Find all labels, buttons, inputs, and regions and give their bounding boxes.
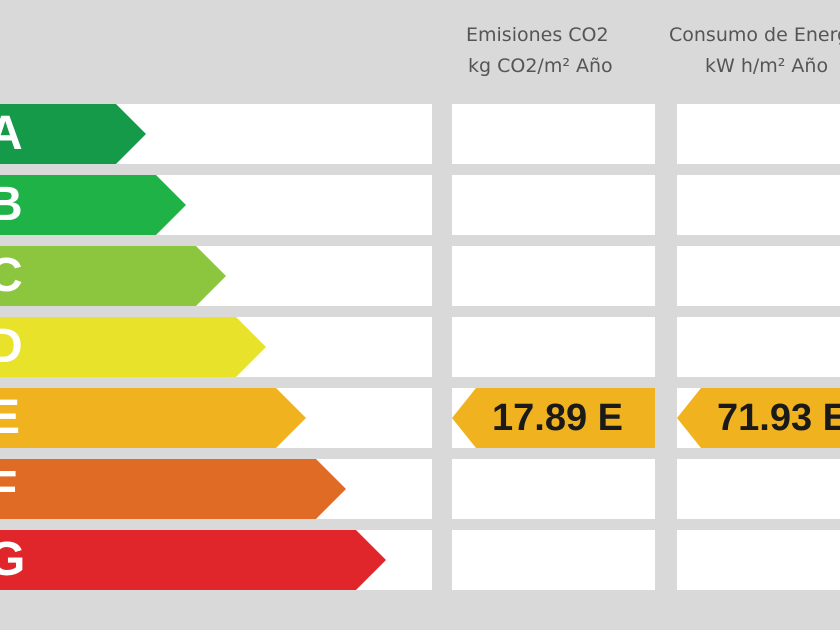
cell-b-1 [452, 175, 655, 235]
cell-a-1 [452, 104, 655, 164]
class-letter-g: G [0, 533, 26, 586]
class-bar-f: F [0, 459, 346, 519]
cell-a-2 [677, 104, 840, 164]
consumption-unit: kW h/m² Año [705, 55, 829, 77]
consumption-rating-arrow: 71.93 E [677, 388, 840, 448]
class-bar-g: G [0, 530, 386, 590]
class-bar-e: E [0, 388, 306, 448]
class-letter-d: D [0, 320, 23, 373]
emissions-unit: kg CO2/m² Año [468, 55, 613, 77]
class-letter-f: F [0, 462, 18, 515]
consumption-rating-value: 71.93 E [717, 397, 840, 439]
emissions-rating-value: 17.89 E [492, 397, 623, 439]
class-letter-b: B [0, 178, 23, 231]
cell-d-2 [677, 317, 840, 377]
cell-b-2 [677, 175, 840, 235]
emissions-rating-arrow: 17.89 E [452, 388, 655, 448]
cell-c-1 [452, 246, 655, 306]
consumption-header: Consumo de Energía kW h/m² Año [669, 20, 840, 82]
cell-g-2 [677, 530, 840, 590]
cell-c-2 [677, 246, 840, 306]
cell-f-2 [677, 459, 840, 519]
cell-d-1 [452, 317, 655, 377]
class-bar-d: D [0, 317, 266, 377]
consumption-title: Consumo de Energía [669, 24, 840, 46]
emissions-title: Emisiones CO2 [466, 24, 609, 46]
emissions-header: Emisiones CO2 kg CO2/m² Año [466, 20, 636, 82]
cell-g-1 [452, 530, 655, 590]
class-letter-e: E [0, 391, 21, 444]
class-letter-c: C [0, 249, 23, 302]
class-letter-a: A [0, 107, 23, 160]
class-bar-a: A [0, 104, 146, 164]
class-bar-b: B [0, 175, 186, 235]
class-bar-c: C [0, 246, 226, 306]
cell-f-1 [452, 459, 655, 519]
